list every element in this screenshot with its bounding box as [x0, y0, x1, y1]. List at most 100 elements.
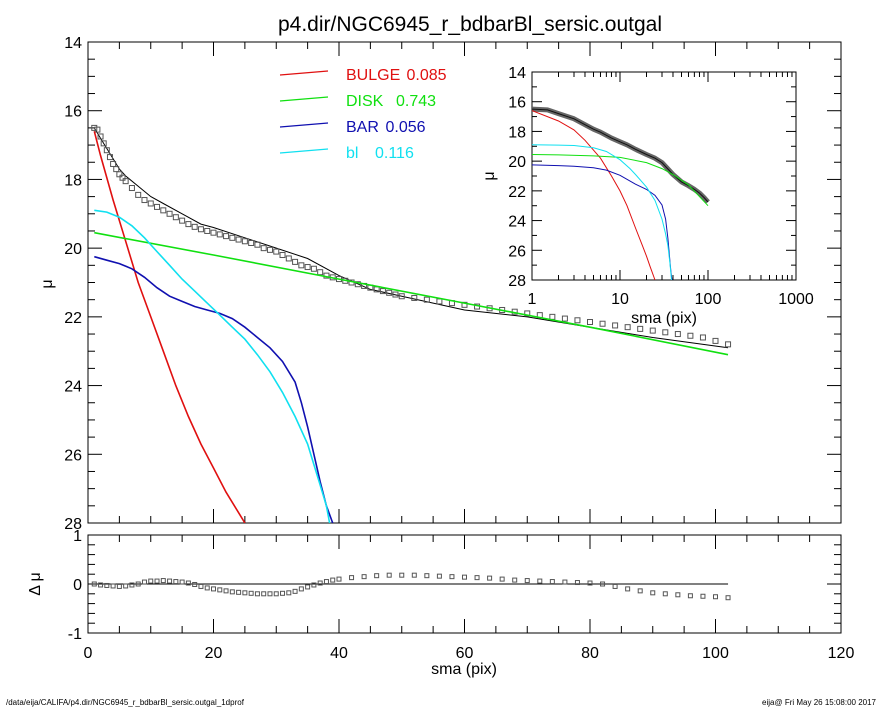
residual-point: [173, 579, 179, 585]
residual-point: [323, 579, 329, 585]
residual-point: [292, 588, 298, 594]
data-point: [587, 319, 593, 326]
main-ytick-label: 22: [64, 310, 82, 327]
residual-ytick-label: -1: [68, 626, 82, 643]
residual-point: [311, 582, 317, 588]
residual-point: [104, 582, 110, 588]
residual-point: [725, 595, 731, 601]
inset-xlabel: sma (pix): [631, 310, 697, 327]
data-point: [91, 124, 98, 131]
legend: BULGE 0.085 DISK 0.743 BAR 0.056 bl 0.116: [279, 67, 447, 162]
residual-point: [487, 575, 493, 581]
residual-point: [135, 581, 141, 587]
xtick-label: 80: [581, 645, 599, 662]
main-ylabel: μ: [39, 279, 56, 288]
residual-point: [160, 578, 166, 584]
legend-label-bl: bl: [346, 145, 358, 162]
residual-point: [499, 576, 505, 582]
residual-point: [217, 587, 223, 593]
residual-point: [424, 573, 430, 579]
data-point: [241, 238, 248, 245]
data-point: [398, 293, 405, 300]
residual-point: [317, 580, 323, 586]
data-point: [147, 200, 154, 207]
main-ytick-label: 16: [64, 104, 82, 121]
data-point: [285, 255, 292, 262]
residual-point: [625, 586, 631, 592]
residual-point: [399, 572, 405, 578]
residual-point: [148, 578, 154, 584]
residual-point: [330, 577, 336, 583]
inset-xtick-label: 10: [611, 291, 629, 308]
inset-xtick-label: 1: [528, 291, 537, 308]
data-point: [637, 325, 644, 332]
data-point: [235, 236, 242, 243]
residual-point: [386, 572, 392, 578]
data-point: [436, 298, 443, 305]
data-point: [128, 185, 135, 192]
residual-point: [574, 580, 580, 586]
inset-xtick-label: 1000: [778, 291, 814, 308]
data-point: [379, 288, 386, 295]
main-axis-ticks: 14 16 18 20 22 24 26 28: [64, 35, 842, 533]
residual-point: [267, 591, 273, 597]
residual-point: [562, 579, 568, 585]
legend-swatch-bar: [279, 122, 329, 128]
residual-point: [116, 583, 122, 589]
residual-point: [549, 579, 555, 585]
residual-point: [524, 578, 530, 584]
legend-value-bulge: 0.085: [407, 67, 447, 84]
main-ytick-label: 14: [64, 35, 82, 52]
residual-point: [242, 590, 248, 596]
residual-point: [675, 592, 681, 598]
inset-xtick-label: 100: [695, 291, 722, 308]
residual-point: [273, 591, 279, 597]
residual-point: [254, 591, 260, 597]
residual-point: [662, 591, 668, 597]
legend-value-bl: 0.116: [375, 145, 414, 162]
inset-data-line: [532, 108, 709, 203]
residual-point: [154, 578, 160, 584]
residual-point: [436, 573, 442, 579]
residual-point: [211, 586, 216, 592]
inset-bulge-line: [532, 110, 656, 280]
data-point: [216, 231, 223, 238]
residual-point: [349, 575, 355, 581]
data-point: [248, 239, 255, 246]
xtick-label: 0: [84, 645, 93, 662]
xtick-label: 20: [205, 645, 223, 662]
inset-series: [532, 106, 710, 280]
main-ytick-label: 24: [64, 379, 82, 396]
data-point: [106, 154, 113, 161]
data-point: [97, 133, 104, 140]
data-point: [210, 229, 217, 236]
chart-title: p4.dir/NGC6945_r_bdbarBl_sersic.outgal: [278, 13, 662, 36]
xtick-label: 40: [330, 645, 348, 662]
data-point: [662, 329, 669, 336]
footer-timestamp: eija@ Fri May 26 15:08:00 2017: [762, 698, 877, 707]
inset-series-clip: [532, 106, 710, 280]
data-point: [94, 126, 101, 133]
data-point: [197, 226, 204, 233]
model-line: [93, 127, 729, 349]
data-point: [266, 246, 273, 253]
data-point: [292, 258, 299, 265]
residual-point: [286, 590, 292, 596]
residual-point: [512, 577, 518, 583]
residual-point: [280, 590, 286, 596]
data-point: [423, 296, 430, 303]
residual-point: [700, 593, 706, 599]
residual-ylabel: Δ μ: [27, 572, 44, 595]
data-point: [185, 221, 192, 228]
residual-point: [167, 578, 173, 584]
residual-point: [261, 591, 267, 597]
bar-line: [94, 255, 334, 523]
residual-point: [192, 581, 198, 587]
inset-ylabel: μ: [481, 171, 498, 180]
legend-label-disk: DISK: [346, 93, 384, 110]
residual-point: [537, 578, 543, 584]
inset-bl-line: [532, 144, 672, 280]
data-point: [674, 331, 681, 338]
data-point: [392, 291, 399, 298]
